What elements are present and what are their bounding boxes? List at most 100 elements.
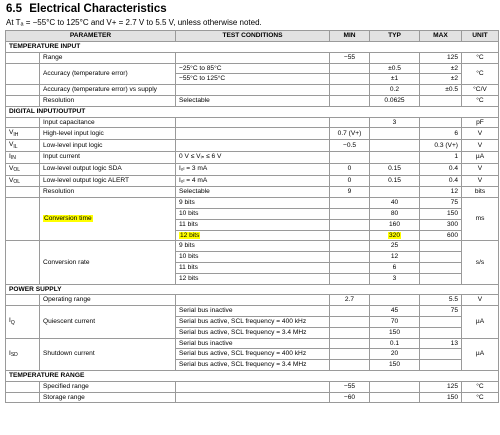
max-cell: 125 bbox=[419, 380, 462, 393]
param-cell: Shutdown current bbox=[39, 337, 176, 371]
symbol-cell: VIH bbox=[5, 127, 40, 141]
unit-cell: bits bbox=[461, 186, 499, 199]
cond-cell: 12 bits bbox=[175, 229, 330, 242]
typ-cell: 80 bbox=[369, 207, 420, 220]
min-cell: 0 bbox=[329, 174, 370, 188]
typ-cell: 0.1 bbox=[369, 337, 420, 350]
cond-cell: Iₒₗ = 4 mA bbox=[175, 174, 330, 188]
cond-cell: Serial bus active, SCL frequency = 3.4 M… bbox=[175, 326, 330, 339]
param-cell: Input current bbox=[39, 150, 176, 164]
typ-cell: 6 bbox=[369, 261, 420, 274]
table-row: Operating range 2.7 5.5 V bbox=[5, 294, 499, 307]
cond-cell: −55°C to 125°C bbox=[175, 73, 330, 86]
param-cell: Quiescent current bbox=[39, 305, 176, 339]
min-cell: −0.5 bbox=[329, 139, 370, 152]
unit-cell: pF bbox=[461, 116, 499, 129]
cond-cell: Serial bus inactive bbox=[175, 305, 330, 317]
col-parameter: PARAMETER bbox=[5, 30, 176, 42]
section-row: TEMPERATURE INPUT bbox=[5, 41, 499, 53]
table-row: Input capacitance 3 pF bbox=[5, 116, 499, 129]
typ-cell: 150 bbox=[369, 326, 420, 339]
param-cell: Input capacitance bbox=[39, 116, 176, 129]
unit-cell: °C bbox=[461, 94, 499, 107]
highlighted-text: 320 bbox=[387, 231, 401, 239]
param-cell: Conversion rate bbox=[39, 240, 176, 285]
unit-cell: V bbox=[461, 139, 499, 152]
table-row: Resolution Selectable 0.0625 °C bbox=[5, 94, 499, 107]
min-cell: −60 bbox=[329, 391, 370, 404]
typ-cell: ±1 bbox=[369, 73, 420, 86]
typ-cell: 320 bbox=[369, 229, 420, 242]
param-cell: Accuracy (temperature error) vs supply bbox=[39, 84, 176, 96]
max-cell: 6 bbox=[419, 127, 462, 141]
cond-cell: 12 bits bbox=[175, 272, 330, 285]
table-row: IQ Quiescent current Serial bus inactive… bbox=[5, 305, 499, 339]
max-cell: 150 bbox=[419, 207, 462, 220]
table-row: VOL Low-level output logic ALERT Iₒₗ = 4… bbox=[5, 174, 499, 188]
cond-cell: Iₒₗ = 3 mA bbox=[175, 162, 330, 176]
cond-cell: 10 bits bbox=[175, 207, 330, 220]
unit-cell: µA bbox=[461, 150, 499, 164]
typ-cell: 20 bbox=[369, 348, 420, 361]
cond-cell: 11 bits bbox=[175, 261, 330, 274]
param-cell: Resolution bbox=[39, 94, 176, 107]
typ-cell: 0.15 bbox=[369, 162, 420, 176]
table-row: 11 bits 160 300 bbox=[6, 218, 499, 231]
unit-cell: V bbox=[461, 162, 499, 176]
min-cell: 0 bbox=[329, 162, 370, 176]
typ-cell: 160 bbox=[369, 218, 420, 231]
table-row: IIN Input current 0 V ≤ Vᵢₙ ≤ 6 V 1 µA bbox=[5, 150, 499, 164]
cond-cell: Serial bus active, SCL frequency = 400 k… bbox=[175, 348, 330, 361]
max-cell: 75 bbox=[419, 305, 462, 317]
param-cell: Storage range bbox=[39, 391, 176, 404]
unit-cell: V bbox=[461, 127, 499, 141]
unit-cell: s/s bbox=[461, 240, 499, 285]
max-cell: 0.4 bbox=[419, 162, 462, 176]
table-row: 12 bits 320 600 bbox=[6, 229, 499, 242]
max-cell: ±2 bbox=[419, 62, 462, 75]
typ-cell: 0.2 bbox=[369, 84, 420, 96]
max-cell: 0.3 (V+) bbox=[419, 139, 462, 152]
min-cell: 2.7 bbox=[329, 294, 370, 307]
typ-cell: 25 bbox=[369, 240, 420, 253]
min-cell: 9 bbox=[329, 186, 370, 199]
table-row: Range −55 125 °C bbox=[5, 51, 499, 64]
section-row: TEMPERATURE RANGE bbox=[5, 369, 499, 382]
max-cell: 150 bbox=[419, 391, 462, 404]
param-cell: Accuracy (temperature error) bbox=[39, 62, 176, 86]
param-cell: Resolution bbox=[39, 186, 176, 199]
min-cell: −55 bbox=[329, 51, 370, 64]
symbol-cell: IQ bbox=[5, 305, 40, 339]
table-row: VOL Low-level output logic SDA Iₒₗ = 3 m… bbox=[5, 162, 499, 176]
param-cell: Low-level output logic ALERT bbox=[39, 174, 176, 188]
max-cell: ±0.5 bbox=[419, 84, 462, 96]
cond-cell: Serial bus active, SCL frequency = 3.4 M… bbox=[175, 359, 330, 371]
col-typ: TYP bbox=[369, 30, 420, 42]
min-cell: −55 bbox=[329, 380, 370, 393]
max-cell: 600 bbox=[419, 229, 462, 242]
unit-cell: °C bbox=[461, 62, 499, 86]
table-row: Resolution Selectable 9 12 bits bbox=[5, 186, 499, 199]
param-cell: Low-level input logic bbox=[39, 139, 176, 152]
table-row: Conversion time 9 bits 40 75 ms bbox=[5, 197, 499, 242]
section-label: TEMPERATURE RANGE bbox=[5, 369, 499, 382]
typ-cell: 3 bbox=[369, 272, 420, 285]
symbol-cell: ISD bbox=[5, 337, 40, 371]
max-cell: 12 bbox=[419, 186, 462, 199]
table-row: 10 bits 80 150 bbox=[6, 207, 499, 220]
unit-cell: µA bbox=[461, 337, 499, 371]
col-conditions: TEST CONDITIONS bbox=[175, 30, 330, 42]
unit-cell: V bbox=[461, 174, 499, 188]
param-cell: Low-level output logic SDA bbox=[39, 162, 176, 176]
cond-cell: Serial bus active, SCL frequency = 400 k… bbox=[175, 315, 330, 328]
col-min: MIN bbox=[329, 30, 370, 42]
max-cell: 300 bbox=[419, 218, 462, 231]
typ-cell: 150 bbox=[369, 359, 420, 371]
param-cell: Conversion time bbox=[39, 197, 176, 242]
typ-cell: 12 bbox=[369, 251, 420, 263]
unit-cell: °C bbox=[461, 391, 499, 404]
section-row: POWER SUPPLY bbox=[5, 283, 499, 296]
typ-cell: 0.0625 bbox=[369, 94, 420, 107]
max-cell: ±2 bbox=[419, 73, 462, 86]
